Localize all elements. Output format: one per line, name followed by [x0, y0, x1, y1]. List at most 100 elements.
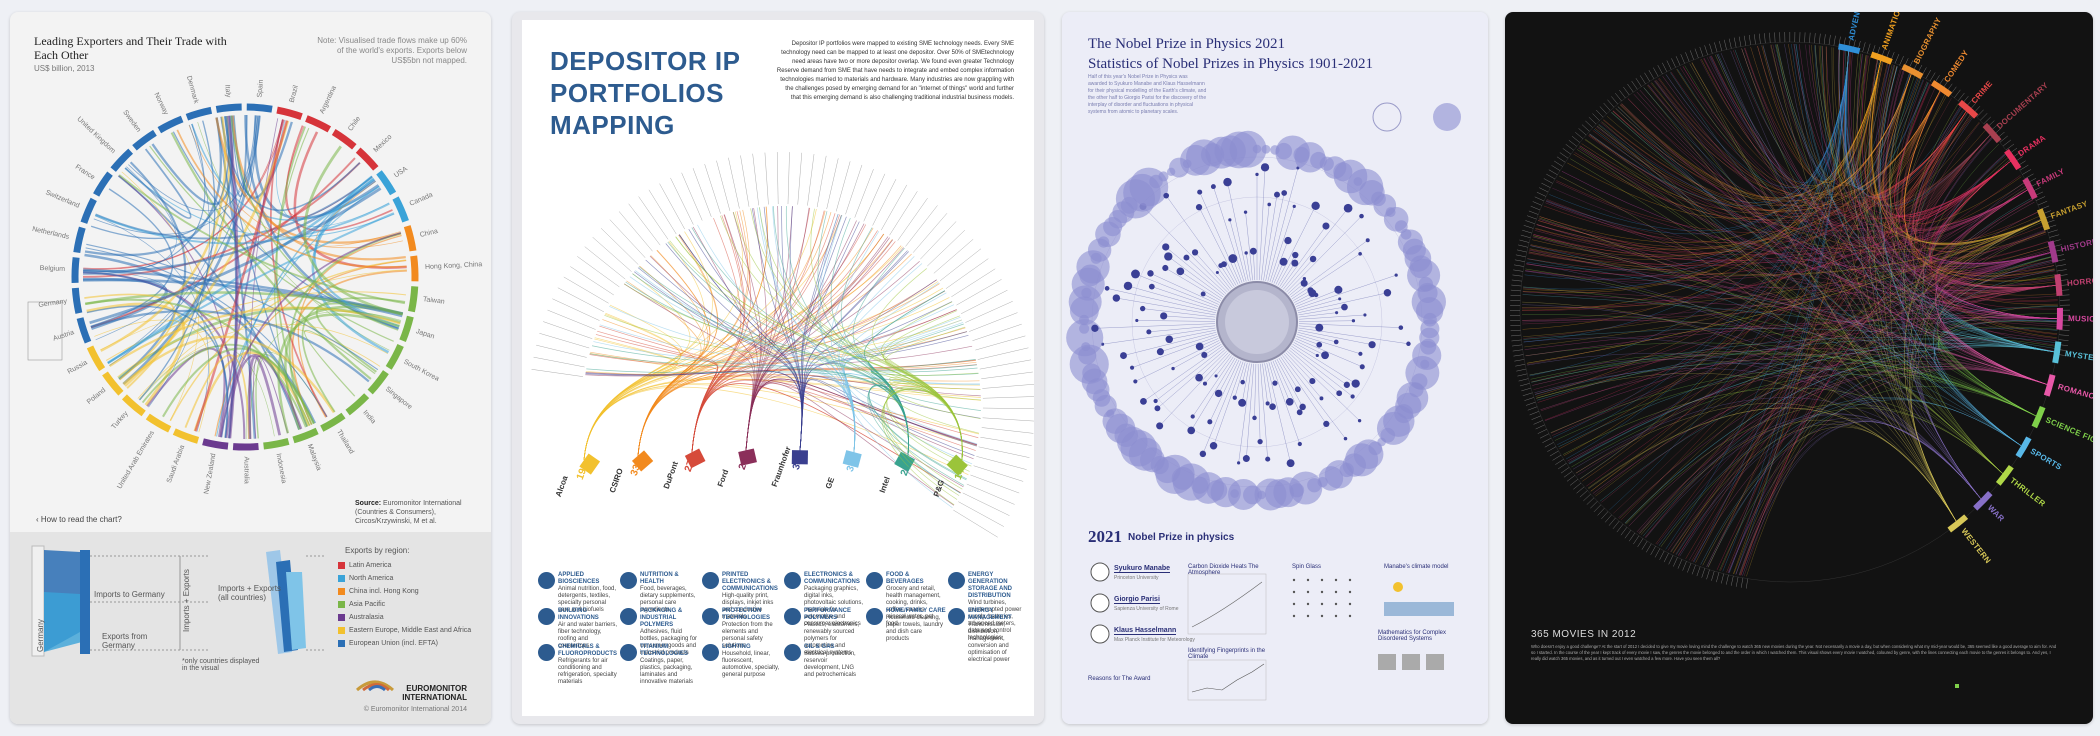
movie-tick [1764, 33, 1766, 44]
movie-genre-link [1552, 187, 2052, 272]
prize-line [1223, 264, 1237, 286]
movie-tick [1512, 274, 1523, 277]
country-arc [345, 393, 370, 416]
country-arc [305, 115, 332, 133]
movie-genre-link [1943, 317, 2058, 341]
laureate-dot [1228, 254, 1238, 263]
movie-tick [1685, 52, 1690, 62]
trade-flow [255, 353, 311, 439]
movie-genre-link [1675, 134, 1991, 555]
country-arc [385, 343, 404, 370]
prize-line [1262, 363, 1268, 404]
movie-tick [1511, 339, 1522, 342]
category-title: ENERGY GENERATION STORAGE AND DISTRIBUTI… [968, 572, 1013, 599]
depositor-bar [631, 450, 654, 472]
laureate-dot [1351, 319, 1356, 323]
movie-tick [1514, 359, 1525, 362]
movie-tick [1743, 35, 1747, 46]
movie-genre-link [1579, 110, 1968, 221]
movie-tick [1576, 486, 1585, 494]
movie-genre-link [1775, 44, 2056, 353]
how-to-read-link[interactable]: ‹ How to read the chart? [36, 515, 122, 524]
card1-subtitle: US$ billion, 2013 [34, 64, 95, 73]
gallery-card-365-movies[interactable]: ADVENTURE ANIMATION BIOGRAPHY COMEDY CRIME DO… [1505, 12, 2093, 724]
prize-line [1260, 363, 1268, 460]
movie-genre-link [1594, 90, 1941, 212]
movie-genre-link [1626, 403, 2004, 525]
prize-line [1192, 356, 1234, 417]
prize-line [1298, 320, 1354, 322]
technology-need-label [764, 152, 769, 205]
movie-genre-link [1586, 160, 2012, 487]
prize-line [1297, 298, 1340, 311]
technology-need-label [872, 179, 897, 226]
movie-tick [1603, 102, 1611, 111]
technology-need-label [951, 268, 996, 297]
prize-line [1135, 340, 1220, 382]
movie-tick [1867, 43, 1871, 54]
technology-need-label [982, 407, 1034, 410]
laureate-dot [1269, 403, 1276, 410]
gallery-card-trade-exporters[interactable]: Leading Exporters and Their Trade with E… [10, 12, 491, 724]
trade-flow [84, 293, 176, 381]
movie-genre-link [1647, 73, 1912, 196]
laureate-dot [1274, 191, 1280, 198]
trade-flow [138, 120, 216, 401]
movie-tick [1691, 564, 1696, 575]
movie-genre-link [1593, 129, 2023, 447]
laureate-dot [1165, 335, 1173, 344]
category-desc: Air and water barriers, fiber technology… [558, 622, 618, 649]
depositor-flow [583, 211, 743, 461]
gallery-card-nobel-physics[interactable]: The Nobel Prize in Physics 2021 Statisti… [1062, 12, 1488, 724]
prize-line [1157, 349, 1226, 409]
movie-genre-link [1527, 134, 1991, 365]
laureate-dot [1240, 379, 1245, 385]
spin-dot [1334, 602, 1338, 606]
prize-line [1274, 359, 1300, 413]
prize-line [1284, 258, 1314, 291]
category-desc: Coatings, paper, plastics, packaging, la… [640, 658, 694, 685]
movie-genre-link [1688, 189, 2029, 561]
prize-line [1209, 359, 1240, 422]
country-arc [355, 147, 379, 171]
prize-line [1268, 362, 1276, 384]
genre-label: MUSIC [2067, 313, 2093, 324]
movie-genre-link [1706, 419, 1982, 567]
category-desc: Plastics, elastomers, renewably sourced … [804, 622, 860, 656]
laureate-dot [1383, 289, 1392, 297]
laureate-portrait [1090, 562, 1110, 582]
trade-flow [227, 115, 239, 439]
movie-genre-link [1825, 46, 1882, 183]
section-fingerprints: Identifying Fingerprints in the Climate [1188, 648, 1266, 660]
movie-tick [1536, 192, 1547, 197]
prize-line [1288, 349, 1340, 394]
movie-genre-link [1727, 252, 2052, 573]
gallery-card-depositor-ip[interactable]: DEPOSITOR IP PORTFOLIOS MAPPING Deposito… [512, 12, 1044, 724]
category-icon [538, 608, 555, 625]
laureate-name: Klaus Hasselmann [1114, 627, 1177, 635]
movie-genre-link [1639, 89, 2048, 385]
category-item: FOOD & BEVERAGES Grocery and retail, heal… [886, 572, 946, 628]
laureate-dot [1228, 218, 1232, 222]
trade-flow [215, 117, 256, 439]
movie-tick [1769, 32, 1771, 43]
country-arc [202, 438, 229, 450]
trade-flow [90, 157, 356, 329]
movie-tick [1628, 532, 1636, 542]
movie-genre-link [1707, 346, 2056, 568]
movie-genre-link [1856, 53, 1982, 500]
prize-line [1245, 252, 1251, 281]
movie-tick [1510, 294, 1521, 296]
laureate-dot [1244, 251, 1248, 255]
movie-tick [1954, 89, 1961, 98]
prize-line [1264, 363, 1273, 407]
movie-genre-link [1708, 90, 1941, 568]
legend-label: Asia Pacific [349, 601, 386, 608]
movie-tick [1565, 144, 1574, 151]
movie-genre-link [1691, 62, 1957, 523]
trade-flow [84, 117, 222, 257]
movie-genre-link [1844, 50, 1898, 186]
euromonitor-logo-mark [356, 680, 394, 692]
movie-genre-link [1561, 171, 2052, 271]
technology-need-label [854, 169, 874, 218]
